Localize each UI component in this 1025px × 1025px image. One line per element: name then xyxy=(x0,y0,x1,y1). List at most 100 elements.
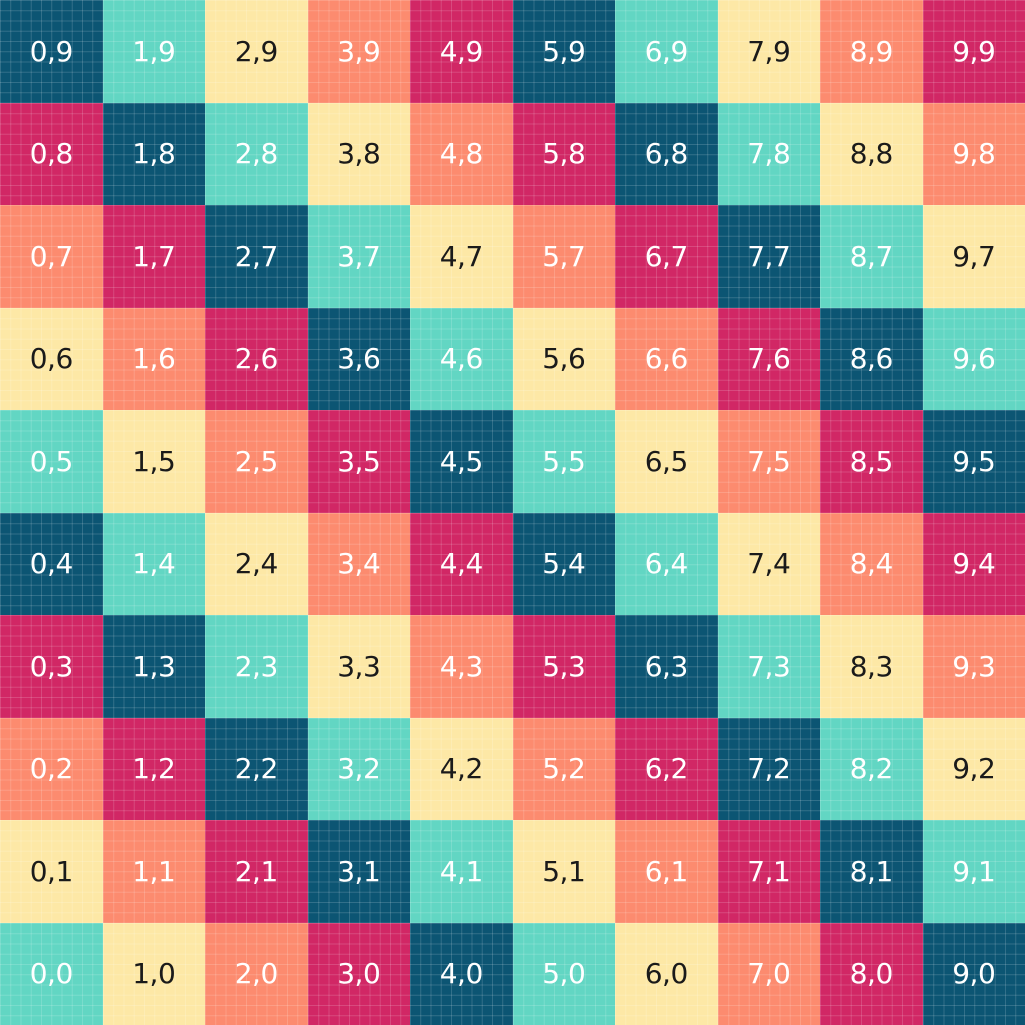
grid-cell: 8,6 xyxy=(820,307,923,410)
grid-cell: 4,2 xyxy=(410,717,513,820)
cell-coordinate-label: 2,3 xyxy=(234,649,279,683)
grid-cell: 9,3 xyxy=(922,615,1025,718)
cell-coordinate-label: 3,4 xyxy=(337,547,381,581)
cell-coordinate-label: 8,4 xyxy=(849,547,894,581)
cell-coordinate-label: 8,6 xyxy=(849,342,894,376)
grid-cell: 2,7 xyxy=(205,205,308,308)
cell-coordinate-label: 2,0 xyxy=(234,957,279,991)
grid-cell: 1,2 xyxy=(102,717,205,820)
cell-coordinate-label: 1,2 xyxy=(132,752,176,786)
cell-coordinate-label: 5,9 xyxy=(542,34,586,68)
grid-cell: 6,2 xyxy=(615,717,718,820)
cell-coordinate-label: 7,6 xyxy=(747,342,791,376)
grid-cell: 2,8 xyxy=(205,102,308,205)
grid-cell: 8,4 xyxy=(820,512,923,615)
grid-cell: 1,1 xyxy=(102,820,205,923)
cell-coordinate-label: 5,6 xyxy=(542,342,586,376)
cell-coordinate-label: 4,3 xyxy=(439,649,484,683)
grid-cell: 7,7 xyxy=(717,205,820,308)
grid-cell: 6,8 xyxy=(615,102,718,205)
cell-coordinate-label: 0,0 xyxy=(29,957,74,991)
grid-cell: 6,4 xyxy=(615,512,718,615)
cell-coordinate-label: 1,0 xyxy=(132,957,176,991)
cell-coordinate-label: 0,1 xyxy=(29,854,74,888)
cell-coordinate-label: 9,4 xyxy=(952,547,996,581)
grid-cell: 4,6 xyxy=(410,307,513,410)
cell-coordinate-label: 2,4 xyxy=(234,547,279,581)
grid-cell: 0,7 xyxy=(0,205,103,308)
cell-coordinate-label: 0,4 xyxy=(29,547,74,581)
grid-cell: 9,2 xyxy=(922,717,1025,820)
cell-coordinate-label: 6,7 xyxy=(644,239,689,273)
cell-coordinate-label: 1,4 xyxy=(132,547,176,581)
cell-coordinate-label: 4,9 xyxy=(439,34,484,68)
grid-cell: 0,8 xyxy=(0,102,103,205)
grid-cell: 4,0 xyxy=(410,922,513,1025)
grid-cell: 9,4 xyxy=(922,512,1025,615)
cell-coordinate-label: 5,4 xyxy=(542,547,586,581)
grid-cell: 3,4 xyxy=(307,512,410,615)
cell-coordinate-label: 3,2 xyxy=(337,752,381,786)
cell-coordinate-label: 7,9 xyxy=(747,34,791,68)
grid-cell: 7,2 xyxy=(717,717,820,820)
grid-cell: 1,6 xyxy=(102,307,205,410)
cell-coordinate-label: 2,7 xyxy=(234,239,279,273)
cell-coordinate-label: 5,8 xyxy=(542,137,586,171)
grid-cell: 3,0 xyxy=(307,922,410,1025)
grid-cell: 5,6 xyxy=(512,307,615,410)
grid-cell: 2,1 xyxy=(205,820,308,923)
grid-cell: 8,1 xyxy=(820,820,923,923)
cell-coordinate-label: 0,7 xyxy=(29,239,74,273)
cell-coordinate-label: 6,4 xyxy=(644,547,689,581)
grid-cell: 5,5 xyxy=(512,410,615,513)
cell-coordinate-label: 7,8 xyxy=(747,137,791,171)
grid-cell: 2,5 xyxy=(205,410,308,513)
grid-cell: 1,7 xyxy=(102,205,205,308)
grid-cell: 7,3 xyxy=(717,615,820,718)
grid-cell: 3,9 xyxy=(307,0,410,103)
grid-cell: 4,1 xyxy=(410,820,513,923)
cell-coordinate-label: 3,7 xyxy=(337,239,381,273)
cell-coordinate-label: 4,8 xyxy=(439,137,484,171)
cell-coordinate-label: 4,5 xyxy=(439,444,484,478)
grid-cell: 9,7 xyxy=(922,205,1025,308)
cell-coordinate-label: 9,2 xyxy=(952,752,996,786)
grid-cell: 8,7 xyxy=(820,205,923,308)
cell-coordinate-label: 8,0 xyxy=(849,957,894,991)
cell-coordinate-label: 9,3 xyxy=(952,649,996,683)
grid-cell: 2,6 xyxy=(205,307,308,410)
grid-cell: 4,3 xyxy=(410,615,513,718)
cell-coordinate-label: 5,0 xyxy=(542,957,586,991)
cell-coordinate-label: 3,8 xyxy=(337,137,381,171)
grid-cell: 8,0 xyxy=(820,922,923,1025)
cell-coordinate-label: 3,0 xyxy=(337,957,381,991)
grid-cell: 0,1 xyxy=(0,820,103,923)
cell-coordinate-label: 6,9 xyxy=(644,34,689,68)
cell-coordinate-label: 9,9 xyxy=(952,34,996,68)
grid-cell: 8,3 xyxy=(820,615,923,718)
grid-cell: 5,0 xyxy=(512,922,615,1025)
grid-cell: 6,1 xyxy=(615,820,718,923)
grid-cell: 9,0 xyxy=(922,922,1025,1025)
cell-coordinate-label: 1,5 xyxy=(132,444,176,478)
cell-coordinate-label: 6,1 xyxy=(644,854,689,888)
cell-coordinate-label: 3,5 xyxy=(337,444,381,478)
cell-coordinate-label: 8,2 xyxy=(849,752,894,786)
grid-cell: 2,9 xyxy=(205,0,308,103)
cell-coordinate-label: 6,0 xyxy=(644,957,689,991)
cell-coordinate-label: 4,2 xyxy=(439,752,484,786)
cell-coordinate-label: 8,8 xyxy=(849,137,894,171)
grid-cell: 3,6 xyxy=(307,307,410,410)
cell-coordinate-label: 0,5 xyxy=(29,444,74,478)
grid-cell: 3,3 xyxy=(307,615,410,718)
grid-cell: 1,9 xyxy=(102,0,205,103)
cell-coordinate-label: 5,2 xyxy=(542,752,586,786)
grid-cell: 6,3 xyxy=(615,615,718,718)
grid-cell: 7,8 xyxy=(717,102,820,205)
cell-coordinate-label: 9,0 xyxy=(952,957,996,991)
grid-cell: 5,8 xyxy=(512,102,615,205)
grid-cell: 6,0 xyxy=(615,922,718,1025)
grid-cell: 9,9 xyxy=(922,0,1025,103)
cell-coordinate-label: 3,6 xyxy=(337,342,381,376)
